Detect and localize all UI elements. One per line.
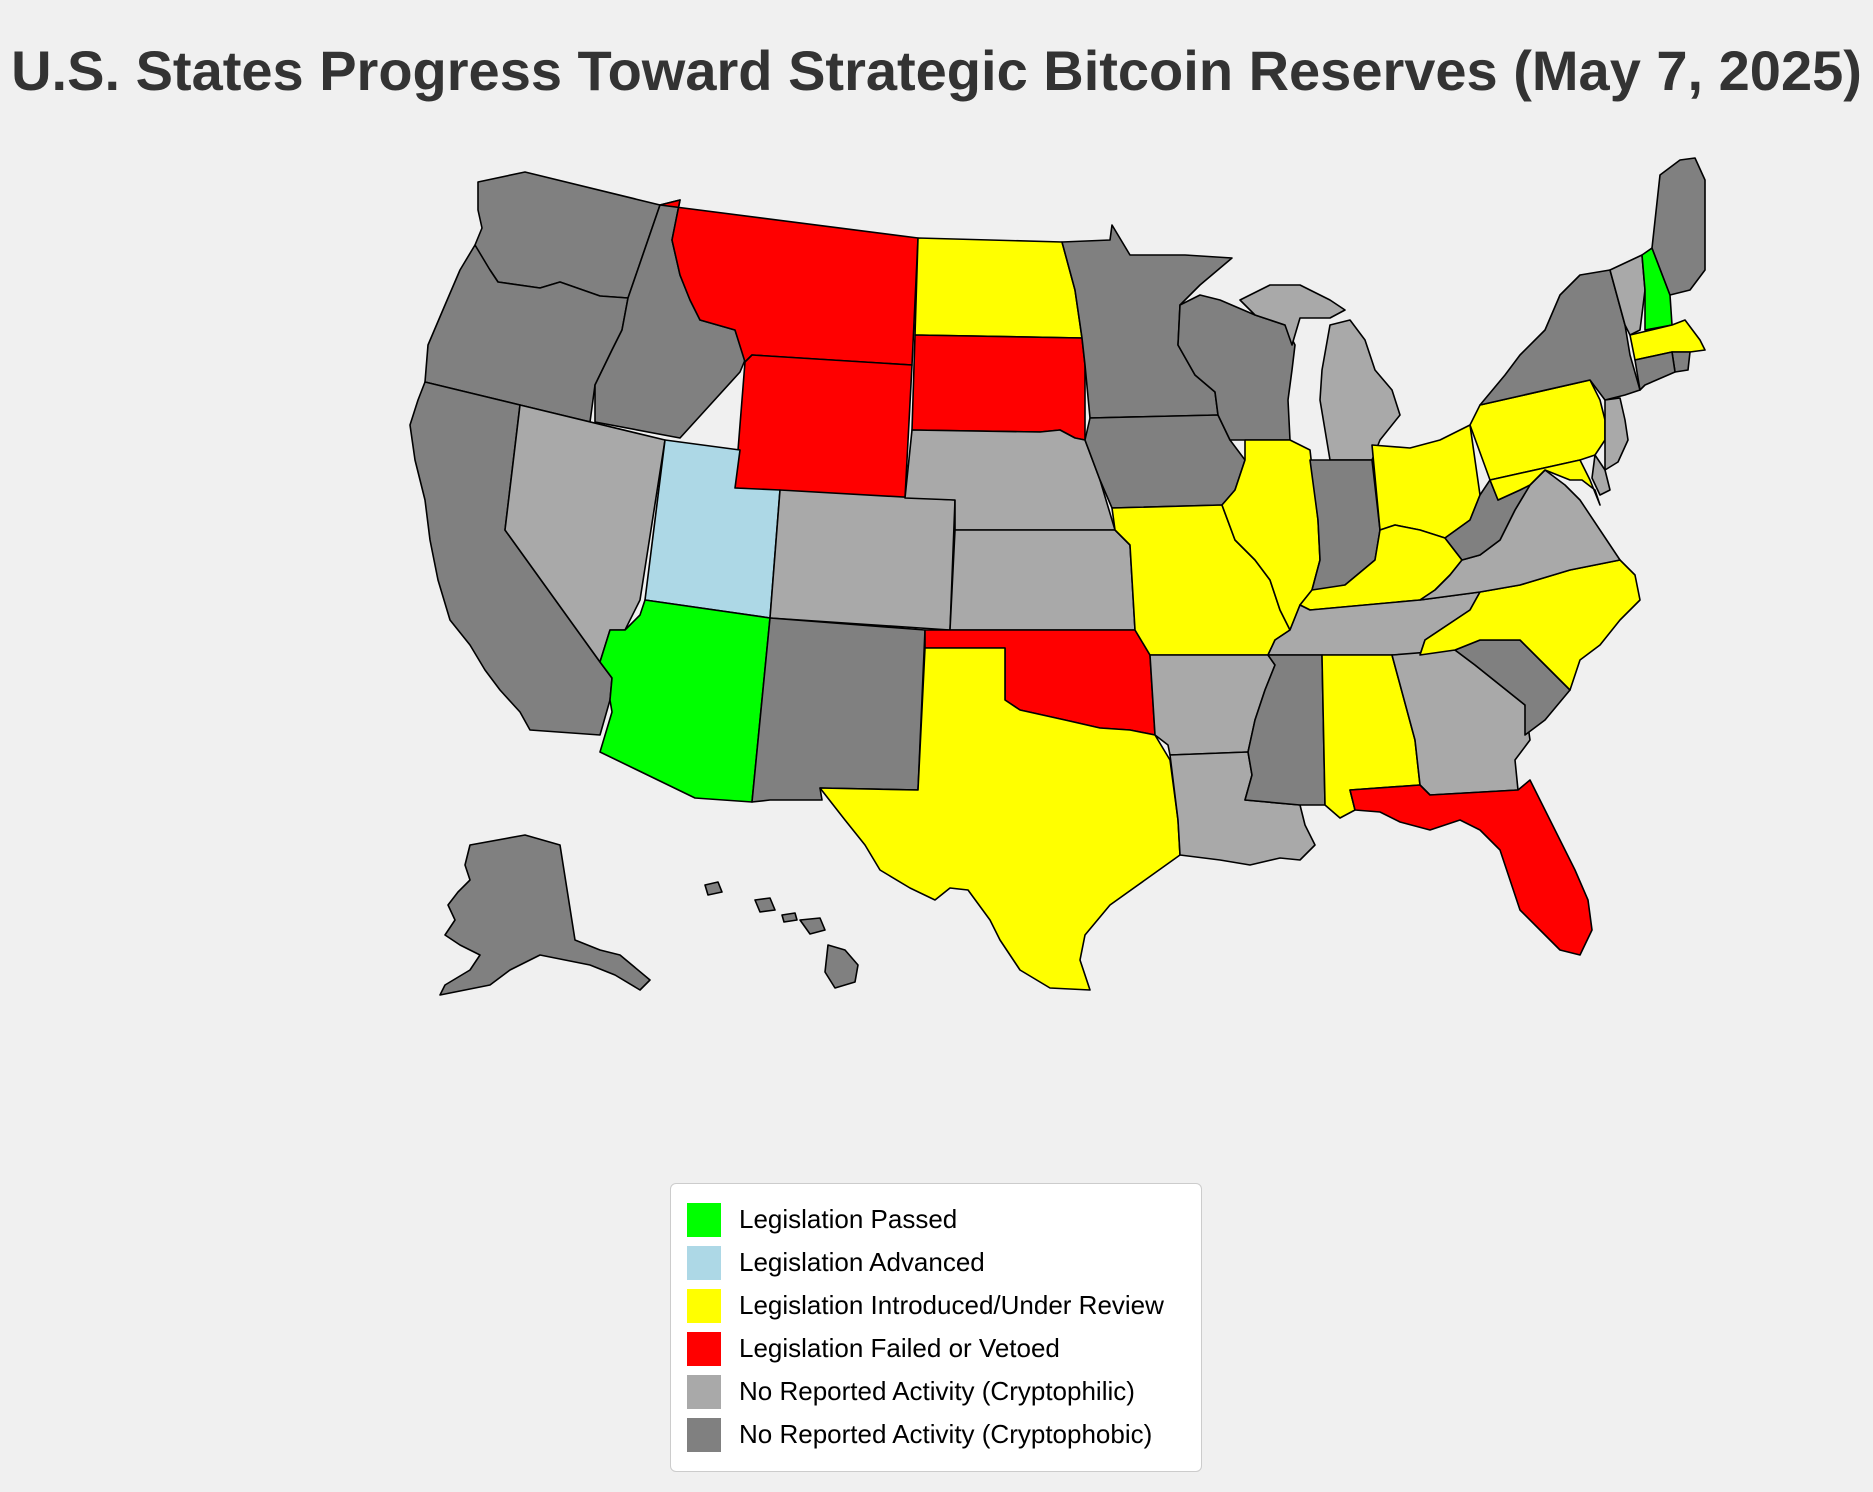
state-wa (474, 171, 661, 299)
state-me (1651, 157, 1706, 296)
state-wi (1177, 294, 1296, 441)
state-oh (1371, 424, 1481, 539)
legend-label-cryptophobic: No Reported Activity (Cryptophobic) (739, 1419, 1153, 1449)
state-sd (911, 334, 1086, 441)
map-title: U.S. States Progress Toward Strategic Bi… (11, 39, 1862, 102)
legend-item-failed: Legislation Failed or Vetoed (687, 1327, 1185, 1370)
state-nc (1419, 559, 1641, 691)
state-co (769, 489, 956, 631)
legend-label-passed: Legislation Passed (739, 1204, 958, 1234)
legend-label-advanced: Legislation Advanced (739, 1247, 985, 1277)
state-tx (819, 647, 1181, 991)
legend-swatch-cryptophobic (687, 1417, 721, 1452)
state-mi-lower (1319, 319, 1401, 461)
state-nj (1604, 397, 1629, 471)
state-hi-molokai (781, 912, 798, 923)
state-hi-oahu (754, 897, 776, 913)
legend-swatch-cryptophilic (687, 1374, 721, 1409)
state-nm (751, 617, 926, 803)
legend-swatch-passed (687, 1202, 721, 1237)
state-fl (1349, 779, 1593, 956)
legend-item-cryptophobic: No Reported Activity (Cryptophobic) (687, 1413, 1185, 1456)
state-wy (734, 354, 913, 499)
state-mi-upper (1239, 284, 1346, 346)
legend-swatch-failed (687, 1331, 721, 1366)
legend-swatch-introduced (687, 1288, 721, 1323)
legend-label-failed: Legislation Failed or Vetoed (739, 1333, 1060, 1363)
state-ks (949, 529, 1136, 631)
state-hi-big (824, 944, 859, 989)
legend-label-cryptophilic: No Reported Activity (Cryptophilic) (739, 1376, 1135, 1406)
legend-item-introduced: Legislation Introduced/Under Review (687, 1284, 1185, 1327)
legend: Legislation Passed Legislation Advanced … (670, 1183, 1202, 1472)
state-hi-maui (799, 917, 826, 935)
legend-swatch-advanced (687, 1245, 721, 1280)
state-md (1489, 459, 1601, 506)
legend-item-cryptophilic: No Reported Activity (Cryptophilic) (687, 1370, 1185, 1413)
legend-item-advanced: Legislation Advanced (687, 1241, 1185, 1284)
state-mt (659, 199, 919, 366)
state-az (599, 599, 771, 803)
state-ak (439, 834, 651, 996)
state-de (1591, 454, 1611, 496)
state-hi-kauai (704, 881, 723, 896)
state-ms (1244, 654, 1326, 806)
state-ia (1084, 414, 1246, 509)
legend-label-introduced: Legislation Introduced/Under Review (739, 1290, 1164, 1320)
state-nd (914, 237, 1083, 339)
state-ct (1634, 351, 1676, 391)
legend-item-passed: Legislation Passed (687, 1198, 1185, 1241)
